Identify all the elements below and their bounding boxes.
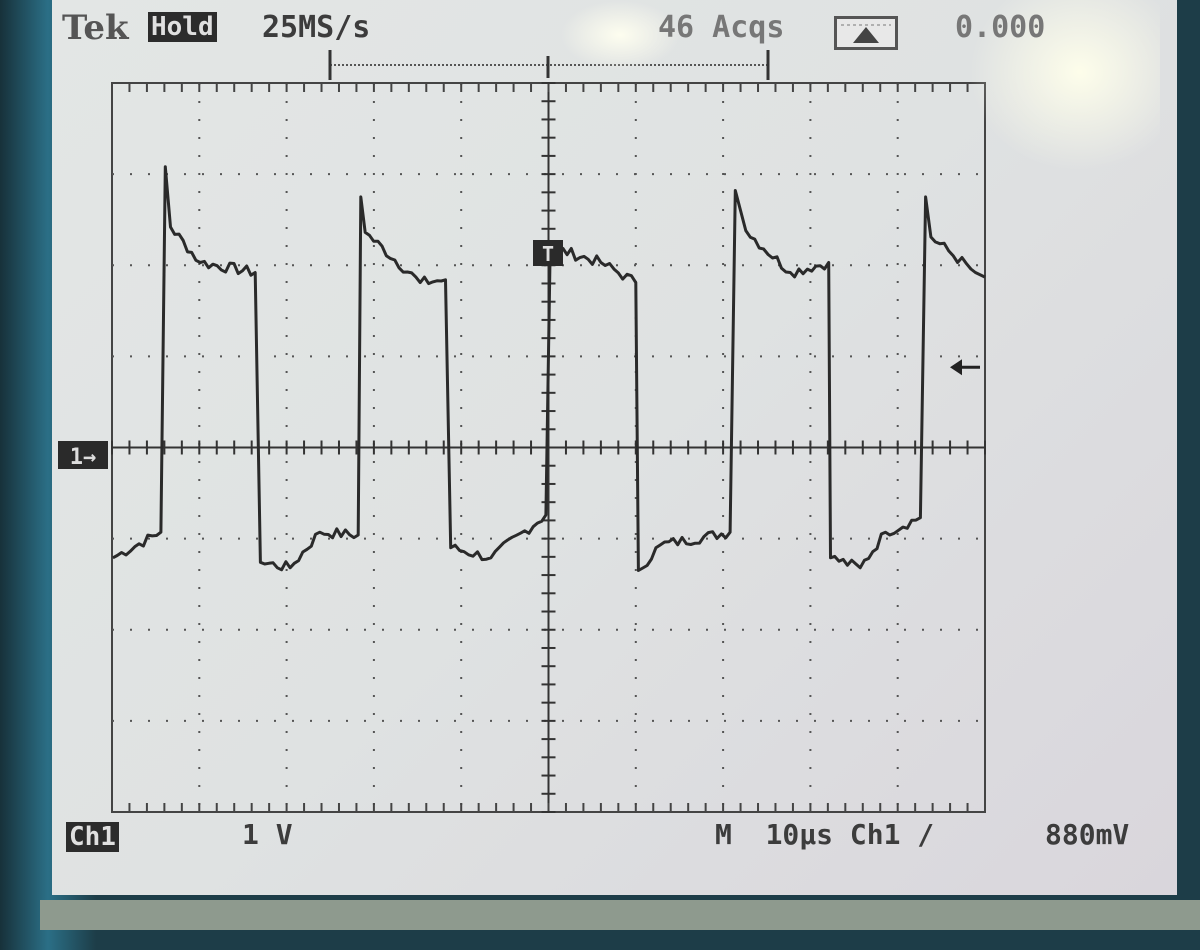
trigger-level-arrow-icon (950, 359, 980, 376)
graticule (111, 82, 986, 813)
trigger-position-marker: T (533, 240, 563, 266)
glare (960, 0, 1160, 180)
acquisition-count: 46 Acqs (658, 10, 785, 45)
acquisition-mode-badge: Hold (148, 12, 217, 42)
trigger-position-label: T (542, 242, 554, 266)
glare (560, 0, 680, 70)
ground-marker-label: 1→ (70, 445, 97, 470)
trigger-status-icon (834, 16, 898, 50)
sample-rate: 25MS/s (262, 10, 371, 45)
screen-frame (40, 900, 1200, 930)
trigger-time-readout: 0.000 (955, 10, 1046, 45)
timebase-trigger-readout: M 10µs Ch1 / (715, 818, 935, 851)
record-position-bar (328, 50, 770, 80)
waveform-trace (112, 165, 986, 572)
volts-per-div: 1 V (242, 818, 293, 851)
brand-label: Tek (62, 8, 129, 48)
ground-marker: 1→ (58, 441, 108, 470)
waveform-trace-group (112, 165, 986, 572)
channel-badge: Ch1 (66, 822, 119, 852)
trigger-level-readout: 880mV (1045, 818, 1130, 851)
